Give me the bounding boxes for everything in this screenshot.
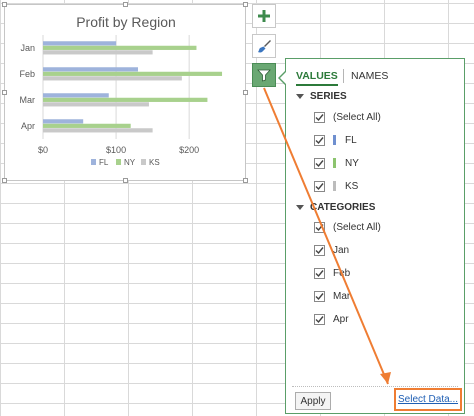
legend-swatch xyxy=(141,159,146,165)
series-label: NY xyxy=(345,157,359,169)
checkmark-icon xyxy=(315,315,324,323)
active-tab-indicator xyxy=(296,84,338,86)
series-label: KS xyxy=(345,180,359,192)
chart-filters-button[interactable] xyxy=(252,63,276,87)
x-tick-label: $100 xyxy=(106,145,126,155)
category-label: Jan xyxy=(333,244,350,256)
legend-label: KS xyxy=(149,158,160,167)
checkbox[interactable] xyxy=(314,134,325,146)
categories-heading: CATEGORIES xyxy=(310,202,376,213)
checkmark-icon xyxy=(315,292,324,300)
plus-icon xyxy=(258,10,270,22)
bar-chart: Profit by Region $0 $100 $200 Jan Feb Mar Apr FL… xyxy=(19,14,223,167)
legend-swatch xyxy=(91,159,96,165)
tab-names[interactable]: NAMES xyxy=(351,70,389,82)
resize-handle[interactable] xyxy=(2,2,7,7)
bar-fl-apr xyxy=(43,119,84,124)
checkbox[interactable] xyxy=(314,111,325,123)
resize-handle[interactable] xyxy=(123,2,128,7)
category-label: (Select All) xyxy=(333,221,381,233)
resize-handle[interactable] xyxy=(2,90,7,95)
checkbox[interactable] xyxy=(314,244,325,256)
chart-elements-button[interactable] xyxy=(252,4,276,28)
checkbox[interactable] xyxy=(314,290,325,302)
chart-filters-panel: VALUES NAMES SERIES (Select All) FL NY KS C… xyxy=(285,58,465,414)
category-label: Jan xyxy=(20,43,35,53)
filter-icon xyxy=(257,69,271,82)
legend-swatch xyxy=(116,159,121,165)
collapse-triangle-icon xyxy=(296,204,304,210)
categories-section-header[interactable]: CATEGORIES xyxy=(296,202,375,213)
resize-handle[interactable] xyxy=(243,178,248,183)
series-color-swatch xyxy=(333,181,336,191)
resize-handle[interactable] xyxy=(243,90,248,95)
bar-ny-mar xyxy=(43,97,208,102)
bar-ks-mar xyxy=(43,102,149,107)
checkbox[interactable] xyxy=(314,180,325,192)
bar-ny-feb xyxy=(43,71,223,76)
series-color-swatch xyxy=(333,135,336,145)
checkmark-icon xyxy=(315,136,324,144)
panel-divider xyxy=(292,386,458,387)
checkbox[interactable] xyxy=(314,221,325,233)
category-label: Mar xyxy=(333,290,351,302)
bar-ks-jan xyxy=(43,50,153,55)
chart-area[interactable]: Profit by Region $0 $100 $200 Jan Feb Mar Apr FL… xyxy=(4,4,246,181)
series-item[interactable]: FL xyxy=(314,132,357,148)
series-color-swatch xyxy=(333,158,336,168)
x-tick-label: $200 xyxy=(179,145,199,155)
bar-ks-feb xyxy=(43,76,182,81)
category-label: Feb xyxy=(19,69,35,79)
category-label: Mar xyxy=(20,95,36,105)
checkmark-icon xyxy=(315,182,324,190)
tab-values[interactable]: VALUES xyxy=(296,70,338,82)
bar-fl-jan xyxy=(43,41,117,46)
category-label: Feb xyxy=(333,267,351,279)
series-heading: SERIES xyxy=(310,91,347,102)
category-item[interactable]: (Select All) xyxy=(314,219,381,235)
chart-styles-button[interactable] xyxy=(252,34,276,58)
checkmark-icon xyxy=(315,113,324,121)
legend-label: FL xyxy=(99,158,109,167)
category-item[interactable]: Apr xyxy=(314,311,349,327)
resize-handle[interactable] xyxy=(243,2,248,7)
series-item[interactable]: (Select All) xyxy=(314,109,381,125)
checkbox[interactable] xyxy=(314,313,325,325)
category-item[interactable]: Mar xyxy=(314,288,350,304)
x-tick-label: $0 xyxy=(38,145,48,155)
series-section-header[interactable]: SERIES xyxy=(296,91,347,102)
checkmark-icon xyxy=(315,159,324,167)
bar-ny-jan xyxy=(43,45,197,50)
chart-title: Profit by Region xyxy=(76,14,176,30)
checkmark-icon xyxy=(315,223,324,231)
category-item[interactable]: Jan xyxy=(314,242,349,258)
select-data-link[interactable]: Select Data... xyxy=(394,388,462,411)
category-label: Apr xyxy=(21,121,35,131)
checkbox[interactable] xyxy=(314,157,325,169)
checkmark-icon xyxy=(315,246,324,254)
bar-ny-apr xyxy=(43,123,131,128)
resize-handle[interactable] xyxy=(123,178,128,183)
apply-button[interactable]: Apply xyxy=(295,392,331,410)
category-item[interactable]: Feb xyxy=(314,265,350,281)
category-label: Apr xyxy=(333,313,349,325)
series-label: FL xyxy=(345,134,357,146)
bar-fl-feb xyxy=(43,67,138,72)
panel-pointer-inner xyxy=(280,71,287,85)
bar-fl-mar xyxy=(43,93,109,98)
series-label: (Select All) xyxy=(333,111,381,123)
checkmark-icon xyxy=(315,269,324,277)
collapse-triangle-icon xyxy=(296,93,304,99)
series-item[interactable]: NY xyxy=(314,155,359,171)
series-item[interactable]: KS xyxy=(314,178,358,194)
brush-icon xyxy=(258,40,271,53)
legend-label: NY xyxy=(124,158,136,167)
bar-ks-apr xyxy=(43,128,153,133)
checkbox[interactable] xyxy=(314,267,325,279)
resize-handle[interactable] xyxy=(2,178,7,183)
tab-divider xyxy=(343,69,344,83)
